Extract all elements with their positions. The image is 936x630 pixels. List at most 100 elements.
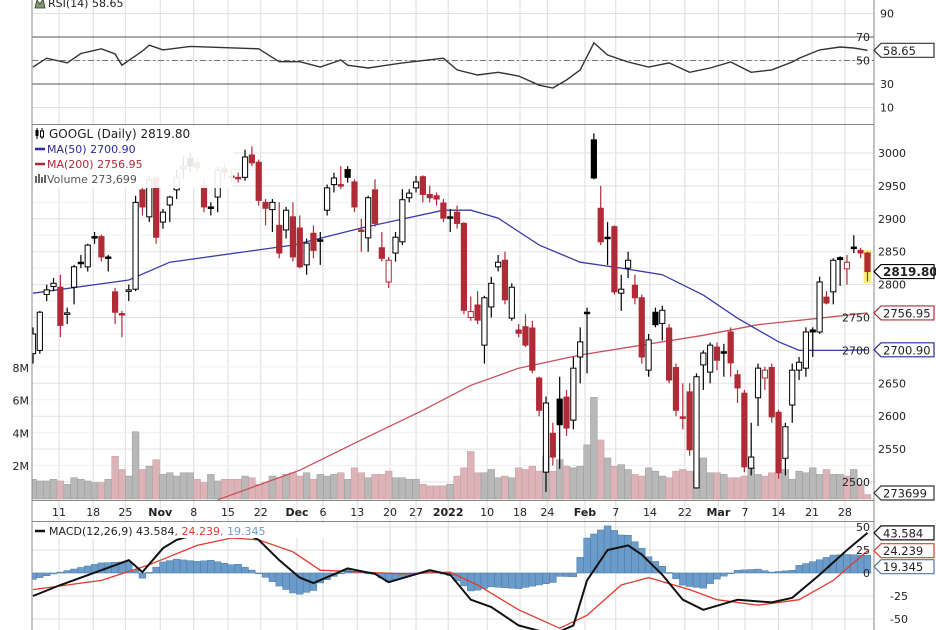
macd-tick-label: 0 [863, 567, 870, 580]
macd-tick-label: -50 [890, 613, 908, 626]
candlestick [91, 231, 98, 244]
volume-tick-label: 2M [13, 460, 30, 473]
candlestick [556, 376, 563, 469]
volume-bar [672, 470, 680, 500]
volume-value-tag: 273699 [873, 485, 935, 501]
candle-body [556, 398, 563, 426]
candle-body [508, 286, 515, 319]
candlestick [330, 172, 338, 193]
macd-hist-tag-box [873, 559, 935, 575]
candlestick [590, 133, 597, 180]
volume-bar [508, 477, 516, 500]
candlestick [577, 327, 584, 384]
date-axis-label: Nov [148, 506, 173, 519]
candle-body [32, 333, 37, 355]
candle-body [672, 367, 680, 411]
candlestick [262, 199, 269, 226]
date-axis-label: 25 [118, 506, 132, 519]
price-title: GOOGL (Daily) 2819.80 [49, 127, 190, 141]
candlestick [638, 294, 645, 364]
volume-bar [159, 474, 167, 500]
macd-histogram-bar [768, 571, 776, 574]
candlestick [460, 222, 468, 315]
last-price-tag-box [873, 263, 935, 280]
date-axis-label: Dec [285, 506, 308, 519]
volume-bar [617, 464, 625, 500]
volume-bar [97, 482, 106, 500]
candlestick [77, 254, 84, 269]
candlestick [597, 185, 604, 246]
candle-body [276, 224, 283, 254]
candlestick [761, 366, 768, 390]
volume-bar [186, 472, 194, 500]
candlestick [754, 363, 762, 427]
candlestick [837, 256, 844, 286]
volume-bar [104, 479, 112, 500]
volume-bar [583, 444, 591, 500]
macd-signal-tag: 24.239 [873, 543, 935, 559]
macd-histogram-bar [617, 534, 625, 574]
volume-bar [426, 485, 434, 500]
candle-body [111, 291, 119, 313]
volume-bar [36, 480, 44, 500]
macd-label: MACD(12,26,9) 43.584, 24.239, 19.345 [49, 525, 266, 538]
macd-histogram-bar [282, 572, 290, 590]
volume-bar [453, 475, 461, 500]
candlestick [118, 310, 126, 338]
volume-bar [768, 472, 776, 500]
candlestick [522, 314, 529, 348]
candlestick [823, 291, 830, 305]
macd-histogram-bar [63, 570, 71, 574]
candle-body [365, 197, 372, 239]
candlestick [863, 250, 872, 284]
volume-bar [302, 472, 311, 500]
candle-body [453, 211, 461, 224]
macd-histogram-bar [248, 569, 256, 574]
candle-body [624, 259, 632, 269]
macd-histogram-bar [521, 572, 530, 588]
volume-bar [631, 474, 639, 500]
volume-bar [638, 475, 646, 500]
candle-body [77, 261, 84, 265]
candle-body [358, 229, 365, 232]
date-axis-label: 2022 [433, 506, 464, 519]
candlestick [795, 356, 803, 381]
macd-histogram-bar [727, 572, 735, 575]
candle-body [385, 259, 392, 283]
candlestick [843, 254, 851, 285]
volume-tick-label: 6M [13, 395, 30, 408]
volume-bar [49, 479, 58, 500]
volume-bar [597, 439, 605, 500]
candlestick [713, 342, 721, 371]
candlestick [467, 296, 474, 321]
candlestick [501, 251, 509, 305]
candle-body [734, 374, 741, 389]
macd-histogram-bar [125, 561, 133, 574]
macd-histogram-bar [43, 572, 51, 577]
candlestick [481, 295, 488, 364]
candlestick [850, 235, 857, 254]
candle-body [351, 181, 358, 208]
candlestick [782, 422, 789, 476]
macd-histogram-bar [788, 569, 796, 574]
date-axis-label: 21 [805, 506, 819, 519]
volume-bar [754, 474, 762, 500]
price-tick-label: 2650 [878, 377, 906, 390]
macd-histogram-bar [494, 572, 502, 588]
macd-histogram-bar [809, 561, 817, 574]
macd-histogram-bar [528, 572, 536, 587]
macd-histogram-bar [480, 572, 489, 589]
candlestick [563, 389, 570, 436]
date-axis-label: 24 [540, 506, 554, 519]
candlestick [433, 192, 440, 206]
candle-body [652, 311, 659, 326]
candlestick [125, 284, 132, 302]
rsi-tick-label: 90 [880, 8, 894, 21]
volume-bar [118, 469, 126, 500]
volume-bar [398, 477, 407, 500]
volume-bar [569, 467, 578, 500]
volume-value-tag-text: 273699 [883, 487, 927, 501]
rsi-value-tag-box [873, 42, 935, 58]
rsi-icon [34, 0, 46, 9]
date-axis-label: Mar [706, 506, 730, 519]
